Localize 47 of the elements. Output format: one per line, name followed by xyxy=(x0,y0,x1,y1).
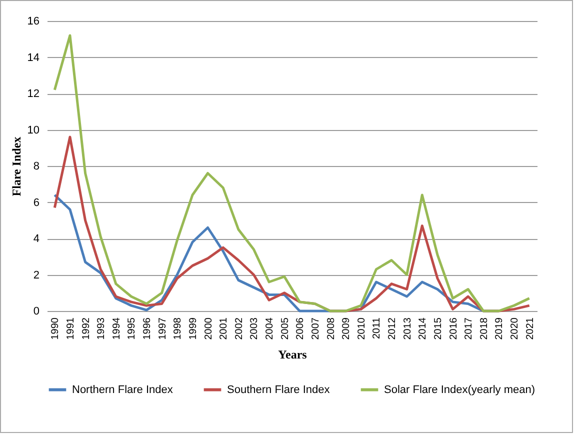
x-tick-label: 1999 xyxy=(188,317,199,340)
x-tick-label: 1991 xyxy=(65,317,76,340)
x-tick-label: 2000 xyxy=(203,317,214,340)
x-tick-label: 2001 xyxy=(218,317,230,340)
x-tick-label: 2015 xyxy=(432,317,444,340)
x-tick-label: 2017 xyxy=(464,317,475,340)
legend-label: Southern Flare Index xyxy=(227,384,330,396)
x-tick-label: 2007 xyxy=(310,317,322,340)
y-tick-label: 4 xyxy=(33,233,40,245)
x-tick-label: 1992 xyxy=(80,317,92,340)
y-tick-label: 16 xyxy=(27,16,40,28)
line-series xyxy=(53,34,531,312)
x-tick-label: 2018 xyxy=(478,317,490,340)
x-tick-label: 2020 xyxy=(510,317,521,340)
y-tick-label: 8 xyxy=(33,160,40,172)
x-tick-label: 2009 xyxy=(341,317,352,340)
x-tick-label: 2004 xyxy=(264,317,276,340)
x-tick-label: 2002 xyxy=(234,317,245,340)
x-tick-label: 2008 xyxy=(326,317,337,340)
x-tick-label: 2016 xyxy=(448,317,460,340)
x-tick-label: 2006 xyxy=(295,317,306,340)
legend-label: Northern Flare Index xyxy=(72,384,174,396)
x-tick-label: 2005 xyxy=(280,317,291,340)
x-tick-label: 1993 xyxy=(96,317,108,340)
x-tick-label: 2012 xyxy=(387,317,398,340)
x-tick-label: 1998 xyxy=(172,317,184,340)
y-axis-title: Flare Index xyxy=(9,136,24,196)
y-tick-label: 10 xyxy=(27,124,40,136)
y-tick-label: 14 xyxy=(27,52,40,64)
x-tick-label: 2019 xyxy=(494,317,506,340)
y-tick-label: 2 xyxy=(33,269,40,282)
x-tick-label: 2003 xyxy=(249,317,260,340)
x-tick-label: 2014 xyxy=(418,317,429,340)
x-tick-label: 2010 xyxy=(356,317,368,340)
x-axis-title: Years xyxy=(278,348,308,362)
y-tick-label: 12 xyxy=(27,88,40,100)
y-tick-label: 0 xyxy=(33,306,40,318)
x-tick-label: 1994 xyxy=(111,317,122,340)
x-tick-label: 1997 xyxy=(157,317,168,340)
y-tick-label: 6 xyxy=(33,196,40,209)
x-tick-label: 2021 xyxy=(524,317,536,340)
x-tick-label: 1996 xyxy=(142,317,154,340)
legend-label: Solar Flare Index(yearly mean) xyxy=(384,384,536,396)
x-tick-label: 2013 xyxy=(402,317,414,340)
x-tick-label: 2011 xyxy=(372,317,383,340)
x-tick-label: 1995 xyxy=(126,317,138,340)
x-tick-label: 1990 xyxy=(50,317,62,340)
